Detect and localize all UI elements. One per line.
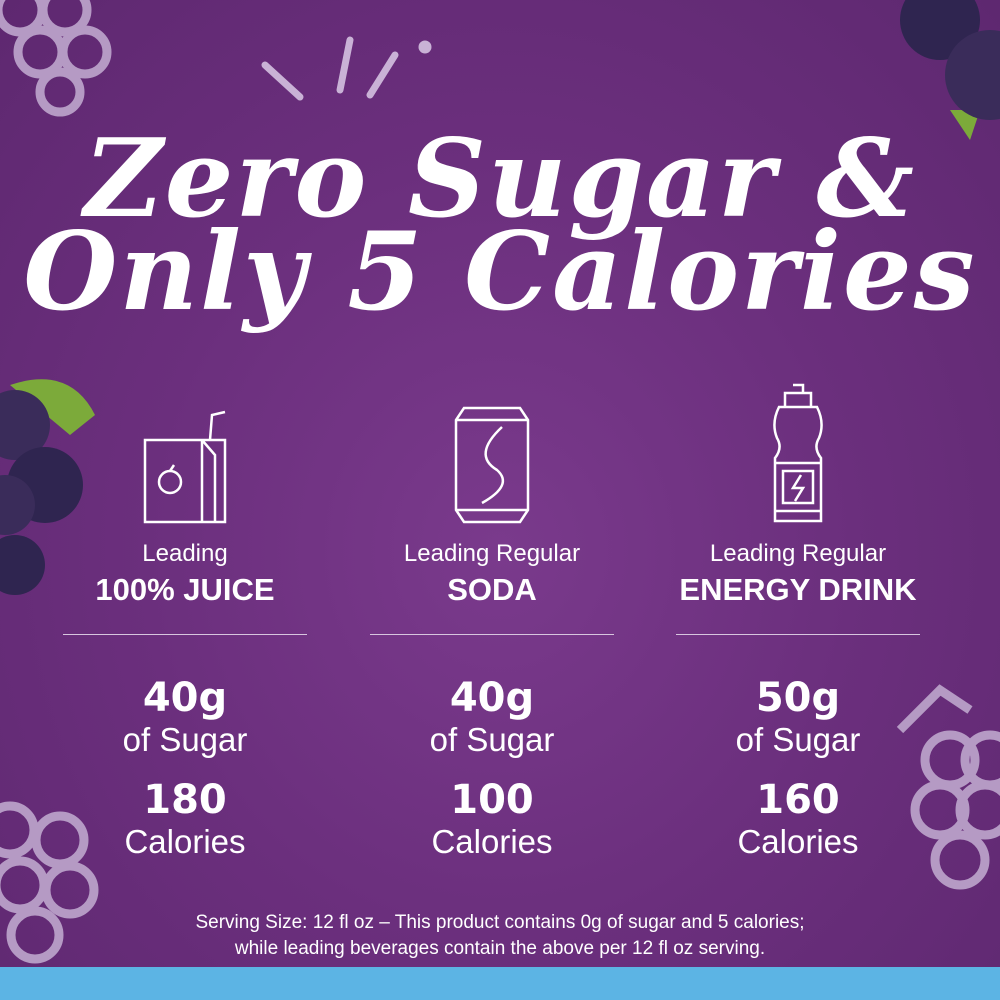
footnote-line-2: while leading beverages contain the abov… bbox=[234, 938, 766, 959]
calories-value: 100 bbox=[450, 777, 534, 823]
divider bbox=[676, 634, 920, 635]
energy-drink-bottle-icon bbox=[668, 380, 928, 525]
comparison-column-energy-drink: Leading Regular ENERGY DRINK 50g of Suga… bbox=[668, 380, 928, 861]
bottom-band bbox=[0, 967, 1000, 1000]
grapes-photo bbox=[0, 379, 95, 595]
sugar-value: 40g bbox=[142, 675, 228, 721]
calories-unit: Calories bbox=[737, 823, 859, 860]
calories-unit: Calories bbox=[431, 823, 553, 860]
column-lead: Leading Regular bbox=[709, 540, 887, 567]
headline-line-1: Zero Sugar & bbox=[83, 116, 917, 242]
sugar-value: 50g bbox=[755, 675, 841, 721]
comparison-column-juice: Leading 100% JUICE 40g of Sugar 180 Calo… bbox=[55, 380, 315, 861]
sugar-unit: of Sugar bbox=[429, 721, 555, 758]
calories-value: 180 bbox=[143, 777, 227, 823]
divider bbox=[63, 634, 307, 635]
calories-unit: Calories bbox=[124, 823, 246, 860]
headline-line-2: Only 5 Calories bbox=[23, 209, 977, 335]
footnote: Serving Size: 12 fl oz – This product co… bbox=[0, 910, 1000, 962]
column-lead: Leading bbox=[142, 540, 228, 567]
column-category: SODA bbox=[447, 572, 537, 607]
grapes-photo bbox=[900, 0, 1000, 140]
column-lead: Leading Regular bbox=[403, 540, 581, 567]
grape-outline-icon bbox=[896, 684, 1000, 890]
sparkle-lines-icon bbox=[261, 36, 432, 101]
juice-box-icon bbox=[55, 380, 315, 525]
sugar-unit: of Sugar bbox=[735, 721, 861, 758]
column-category: 100% JUICE bbox=[95, 572, 275, 607]
sugar-value: 40g bbox=[449, 675, 535, 721]
sugar-unit: of Sugar bbox=[122, 721, 248, 758]
divider bbox=[370, 634, 614, 635]
grape-outline-icon bbox=[0, 0, 112, 117]
comparison-column-soda: Leading Regular SODA 40g of Sugar 100 Ca… bbox=[362, 380, 622, 861]
footnote-line-1: Serving Size: 12 fl oz – This product co… bbox=[195, 912, 805, 933]
column-category: ENERGY DRINK bbox=[679, 572, 917, 607]
calories-value: 160 bbox=[756, 777, 840, 823]
soda-can-icon bbox=[362, 380, 622, 525]
grape-outline-icon bbox=[0, 801, 99, 964]
